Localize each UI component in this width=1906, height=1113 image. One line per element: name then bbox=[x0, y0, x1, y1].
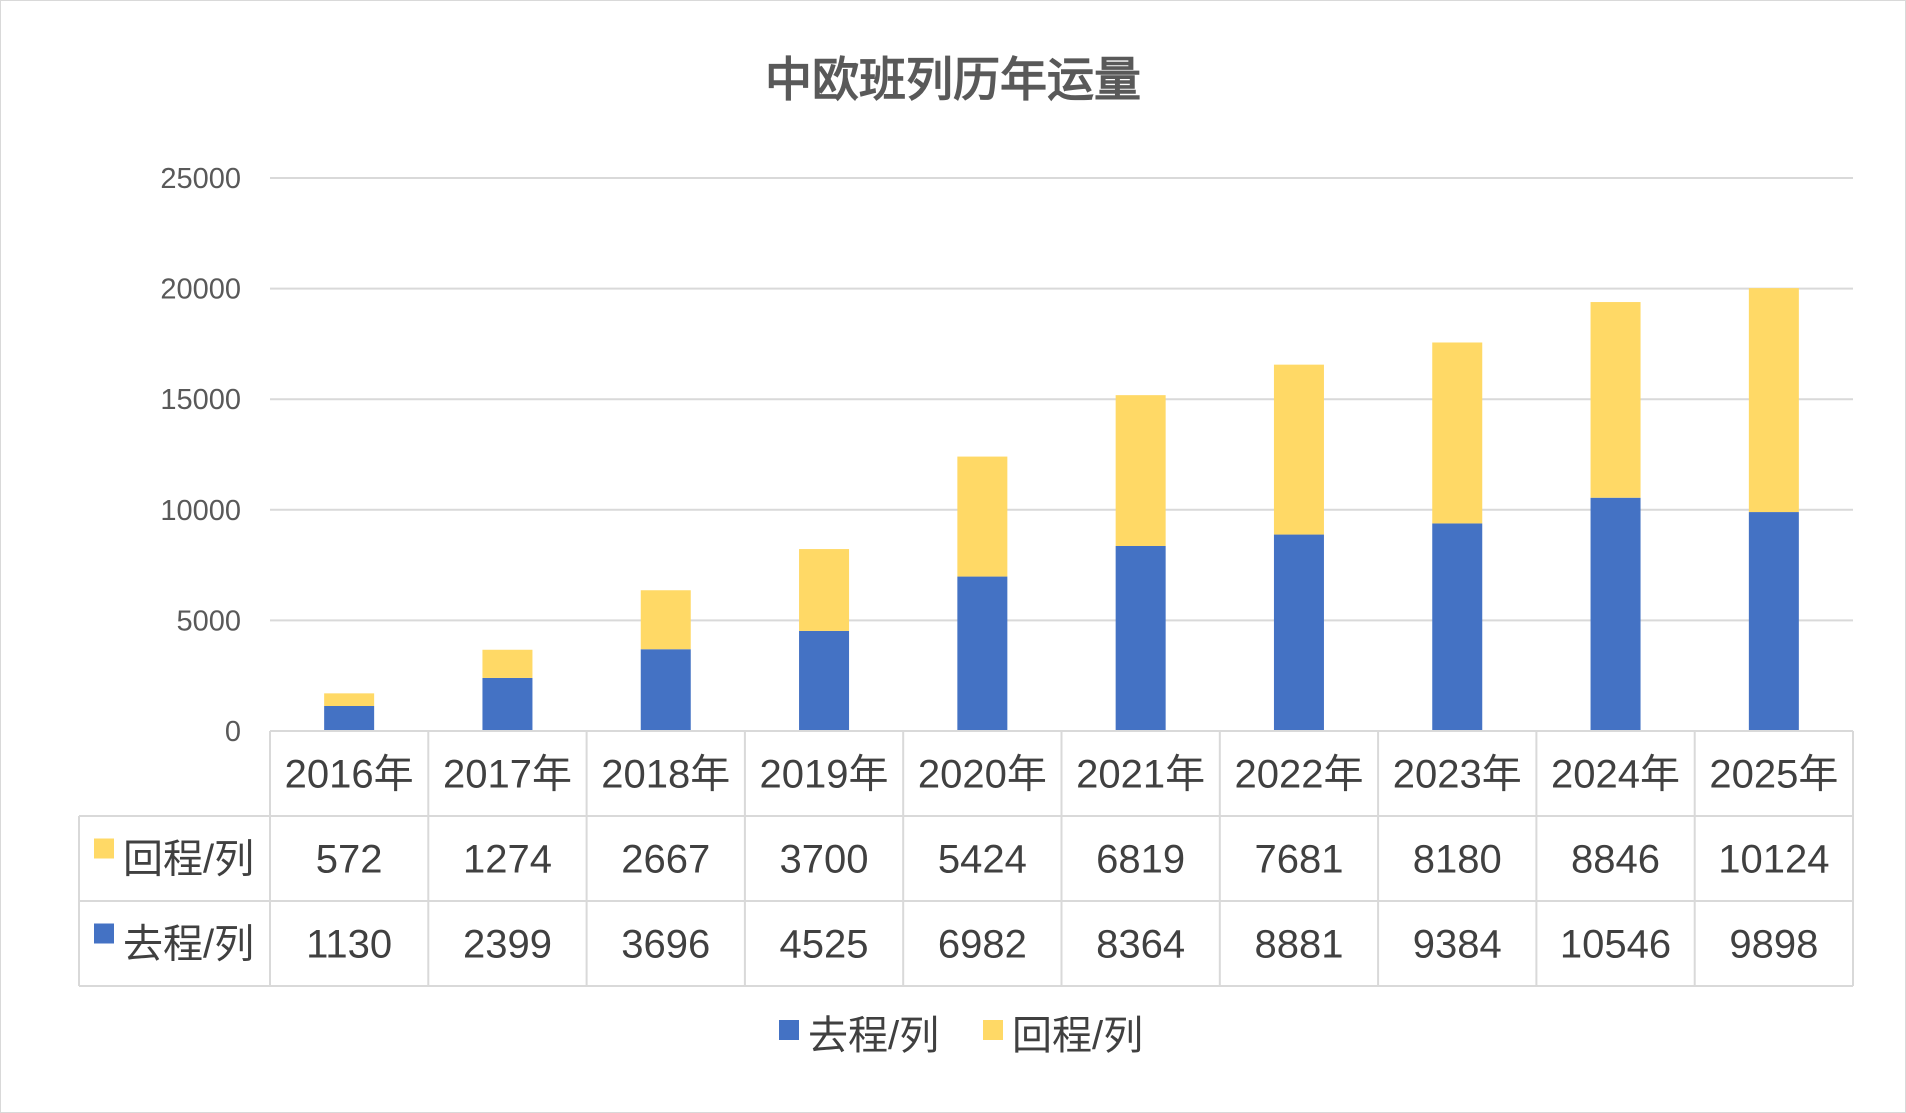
table-cell-value: 8846 bbox=[1571, 838, 1660, 882]
y-tick-label: 0 bbox=[225, 716, 241, 748]
table-cell-value: 572 bbox=[316, 838, 383, 882]
table-row-label: 去程/列 bbox=[123, 923, 254, 967]
bar-segment bbox=[324, 706, 375, 731]
table-cell-value: 6982 bbox=[938, 923, 1027, 967]
table-cell-value: 8364 bbox=[1096, 923, 1185, 967]
table-cell-value: 10124 bbox=[1718, 838, 1829, 882]
bar-segment bbox=[1273, 534, 1324, 731]
table-cell-value: 3696 bbox=[621, 923, 710, 967]
legend-label: 去程/列 bbox=[808, 1014, 939, 1058]
bar-segment bbox=[1748, 512, 1799, 731]
table-cell-value: 1274 bbox=[463, 838, 552, 882]
y-tick-label: 15000 bbox=[160, 384, 241, 416]
table-header-category: 2022年 bbox=[1234, 753, 1363, 797]
table-cell-value: 1130 bbox=[306, 923, 392, 967]
y-tick-label: 25000 bbox=[160, 163, 241, 195]
bar-segment bbox=[482, 677, 533, 731]
bar-segment bbox=[1590, 497, 1641, 731]
legend-swatch bbox=[983, 1020, 1003, 1040]
bar-segment bbox=[957, 576, 1008, 731]
table-cell-value: 3700 bbox=[780, 838, 869, 882]
bar-segment bbox=[799, 630, 850, 731]
bar-segment bbox=[1115, 395, 1166, 546]
table-cell-value: 9898 bbox=[1729, 923, 1818, 967]
table-header-category: 2020年 bbox=[918, 753, 1047, 797]
table-cell-value: 2399 bbox=[463, 923, 552, 967]
bar-segment bbox=[1115, 545, 1166, 731]
y-tick-label: 10000 bbox=[160, 495, 241, 527]
table-header-category: 2021年 bbox=[1076, 753, 1205, 797]
bar-segment bbox=[1590, 302, 1641, 498]
table-header-category: 2019年 bbox=[760, 753, 889, 797]
table-cell-value: 8881 bbox=[1254, 923, 1343, 967]
legend-label: 回程/列 bbox=[1012, 1014, 1143, 1058]
table-cell-value: 9384 bbox=[1413, 923, 1502, 967]
table-header-category: 2023年 bbox=[1393, 753, 1522, 797]
table-cell-value: 6819 bbox=[1096, 838, 1185, 882]
bar-segment bbox=[1748, 288, 1799, 513]
table-header-category: 2016年 bbox=[285, 753, 414, 797]
bar-layer bbox=[324, 288, 1799, 731]
table-cell-value: 10546 bbox=[1560, 923, 1671, 967]
bar-segment bbox=[957, 456, 1008, 577]
grid-layer bbox=[270, 177, 1853, 622]
bar-segment bbox=[640, 649, 691, 731]
table-header-category: 2018年 bbox=[601, 753, 730, 797]
table-legend-key bbox=[94, 923, 114, 944]
table-row-label: 回程/列 bbox=[123, 838, 254, 882]
table-legend-key bbox=[94, 838, 114, 859]
legend: 去程/列 回程/列 bbox=[779, 1014, 1143, 1058]
table-header-category: 2025年 bbox=[1709, 753, 1838, 797]
data-table: 2016年 2017年 2018年 2019年 2020年 2021年 2022年 2023年… bbox=[78, 730, 1854, 987]
bar-segment bbox=[324, 693, 375, 707]
y-tick-label: 20000 bbox=[160, 274, 241, 306]
table-cell-value: 7681 bbox=[1254, 838, 1343, 882]
table-header-category: 2024年 bbox=[1551, 753, 1680, 797]
table-cell-value: 2667 bbox=[621, 838, 710, 882]
legend-swatch bbox=[779, 1020, 799, 1040]
bar-segment bbox=[799, 549, 850, 631]
y-axis-tick-labels: 0 5000 10000 15000 20000 25000 bbox=[160, 163, 241, 748]
table-header-category: 2017年 bbox=[443, 753, 572, 797]
bar-segment bbox=[1273, 364, 1324, 535]
bar-segment bbox=[1432, 342, 1483, 524]
bar-segment bbox=[640, 590, 691, 650]
bar-segment bbox=[482, 649, 533, 678]
table-cell-value: 5424 bbox=[938, 838, 1027, 882]
table-cell-value: 8180 bbox=[1413, 838, 1502, 882]
table-cell-value: 4525 bbox=[780, 923, 869, 967]
bar-segment bbox=[1432, 523, 1483, 731]
y-tick-label: 5000 bbox=[176, 605, 241, 637]
chart-title: 中欧班列历年运量 bbox=[765, 53, 1141, 108]
